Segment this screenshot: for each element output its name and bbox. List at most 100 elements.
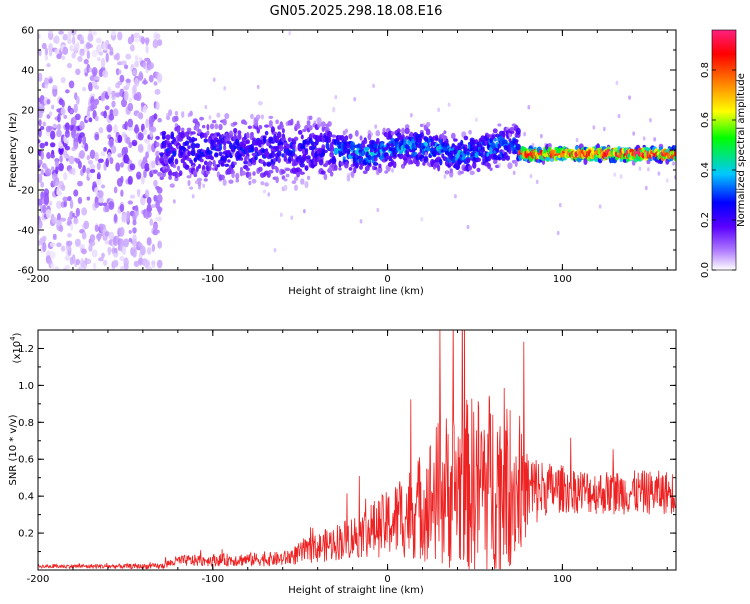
spectrogram-cell <box>174 176 179 182</box>
spectrogram-cell <box>52 87 58 97</box>
spectrogram-cell <box>376 130 380 134</box>
spectrogram-cell <box>174 158 179 165</box>
spectrogram-cell <box>425 128 431 136</box>
spectrogram-cell <box>117 153 123 158</box>
spectrogram-cell <box>242 170 245 175</box>
spectrogram-cell <box>142 128 148 136</box>
spectrogram-cell <box>285 143 290 149</box>
spectrogram-cell <box>167 170 173 177</box>
spectrogram-cell <box>157 39 163 47</box>
spectrogram-cell <box>359 165 364 170</box>
spectrogram-cell <box>153 113 158 120</box>
spectrogram-cell <box>157 240 163 249</box>
spectrogram-cell <box>281 128 285 134</box>
spectrogram-cell <box>279 212 283 218</box>
spectrogram-cell <box>46 152 51 160</box>
spectrogram-cell <box>202 183 206 188</box>
spectrogram-cell <box>126 210 131 218</box>
spectrogram-cell <box>266 172 271 178</box>
spectrogram-cell <box>71 128 77 139</box>
spectrogram-cell <box>60 107 66 116</box>
spectrogram-cell <box>82 165 86 174</box>
spectrogram-cell <box>390 131 395 136</box>
spectrogram-cell <box>54 49 60 55</box>
spectrogram-cell <box>348 134 353 140</box>
spectrogram-cell <box>465 157 471 164</box>
spectrogram-cell <box>326 131 333 138</box>
spectrogram-cell <box>222 179 227 186</box>
spectrogram-cell <box>417 137 422 144</box>
spectrogram-cell <box>119 226 125 237</box>
spectrogram-cell <box>145 45 149 54</box>
spectrogram-cell <box>261 144 264 149</box>
spectrogram-cell <box>48 43 54 53</box>
spectrogram-cell <box>152 223 159 231</box>
spectrogram-cell <box>89 164 96 170</box>
spectrogram-cell <box>270 126 275 134</box>
spectrogram-cell <box>344 128 349 134</box>
spectrogram-cell <box>490 142 496 149</box>
spectrogram-cell <box>258 124 262 130</box>
spectrogram-cell <box>109 140 114 146</box>
spectrogram-cell <box>98 51 104 56</box>
spectrogram-cell <box>61 55 66 61</box>
spectrogram-cell <box>107 86 112 97</box>
spectrogram-cell <box>146 236 152 246</box>
spectrogram-cell <box>294 147 298 152</box>
spectrogram-cell <box>151 160 156 169</box>
spectrogram-cell <box>153 169 158 174</box>
spectrogram-cell <box>94 133 100 141</box>
spectrogram-cell <box>161 144 167 149</box>
spectrogram-cell <box>157 73 163 83</box>
spectrogram-cell <box>172 164 177 168</box>
spectrogram-cell <box>247 125 252 130</box>
spectrogram-cell <box>142 158 148 165</box>
spectrogram-cell <box>223 86 227 91</box>
spectrogram-cell <box>262 136 267 144</box>
spectrogram-cell <box>73 217 79 225</box>
spectrogram-cell <box>123 262 129 270</box>
spectrogram-cell <box>61 184 66 192</box>
spectrogram-cell <box>150 204 156 209</box>
spectrogram-cell <box>278 123 284 130</box>
spectrogram-cell <box>156 194 163 204</box>
spectrogram-cell <box>119 203 125 213</box>
spectrogram-cell <box>174 110 179 116</box>
spectrogram-cell <box>583 157 588 166</box>
spectrogram-cell <box>104 105 110 111</box>
spectrogram-cell <box>475 157 482 163</box>
spectrogram-cell <box>95 37 102 44</box>
spectrogram-cell <box>134 38 140 43</box>
spectrogram-cell <box>57 113 61 123</box>
spectrogram-cell <box>69 223 74 231</box>
spectrogram-cell <box>98 190 104 199</box>
spectrogram-cell <box>220 174 225 181</box>
spectrogram-cell <box>212 77 216 82</box>
spectrogram-cell <box>507 162 513 170</box>
colorbar-tick-label: 0.6 <box>700 112 711 128</box>
spectrogram-cell <box>480 146 485 150</box>
spectrogram-cell <box>364 146 370 151</box>
spectrogram-cell <box>137 143 144 154</box>
spectrogram-cell <box>66 62 73 69</box>
spectrogram-cell <box>38 48 42 57</box>
spectrogram-cell <box>75 207 80 217</box>
spectrogram-cell <box>38 139 41 144</box>
spectrogram-cell <box>432 150 437 158</box>
snr-panel: -200 -100 0 100 0.2 0.4 0.6 0.8 1.0 1.2 Height o… <box>8 329 677 596</box>
figure-title: GN05.2025.298.18.08.E16 <box>270 4 443 19</box>
spectrogram-cell <box>509 130 515 134</box>
spectrogram-cell <box>268 169 274 174</box>
spectrogram-cell <box>79 150 85 159</box>
spectrogram-cell <box>233 128 238 134</box>
spectrogram-cell <box>128 142 133 149</box>
spectrogram-cell <box>260 181 265 186</box>
spectrogram-cell <box>106 123 113 133</box>
spectrogram-cell <box>97 232 101 242</box>
spectrogram-cell <box>56 212 61 223</box>
colorbar-label: Normalized spectral amplitude <box>736 73 747 227</box>
spectrogram-cell <box>140 175 145 185</box>
spectrogram-cell <box>257 166 263 172</box>
colorbar-tick-label: 0.0 <box>700 262 711 278</box>
spectrogram-cell <box>268 115 274 120</box>
